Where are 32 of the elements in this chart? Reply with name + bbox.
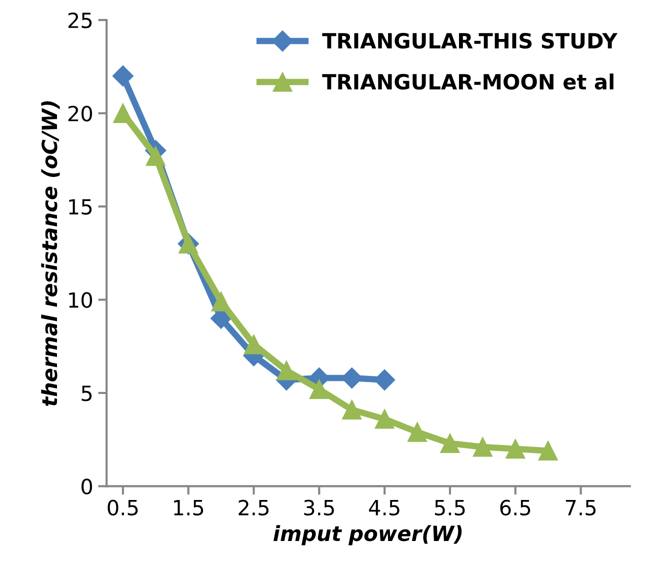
- x-tick-label: 1.5: [174, 500, 204, 516]
- point: [309, 380, 329, 399]
- x-tick-label: 3.5: [304, 500, 334, 516]
- x-tick-label: 6.5: [500, 500, 530, 516]
- x-axis-title: imput power(W): [274, 525, 462, 546]
- x-tick-label: 5.5: [435, 500, 465, 516]
- legend-label: TRIANGULAR-MOON et al: [322, 74, 614, 90]
- point: [342, 400, 362, 420]
- y-tick-label: 15: [69, 199, 92, 215]
- point: [112, 65, 134, 86]
- point: [374, 409, 394, 429]
- point: [472, 437, 492, 457]
- point: [146, 146, 166, 166]
- point: [538, 441, 558, 460]
- x-tick-label: 0.5: [108, 500, 138, 516]
- point: [506, 439, 526, 459]
- point: [408, 422, 427, 442]
- y-tick-label: 5: [82, 386, 92, 402]
- y-axis-title: thermal resistance (oC/W): [41, 101, 60, 406]
- y-tick-label: 10: [69, 292, 92, 308]
- point: [244, 334, 264, 354]
- point: [113, 104, 133, 123]
- point: [276, 360, 296, 380]
- y-tick-label: 20: [68, 106, 92, 122]
- x-tick-label: 4.5: [369, 500, 400, 516]
- point: [211, 292, 231, 312]
- x-tick-label: 7.5: [566, 500, 596, 516]
- legend-label: TRIANGULAR-THIS STUDY: [322, 32, 618, 49]
- x-tick-label: 2.5: [238, 500, 269, 516]
- y-tick-label: 0: [82, 478, 92, 494]
- point: [440, 434, 460, 454]
- y-tick-label: 25: [68, 12, 92, 28]
